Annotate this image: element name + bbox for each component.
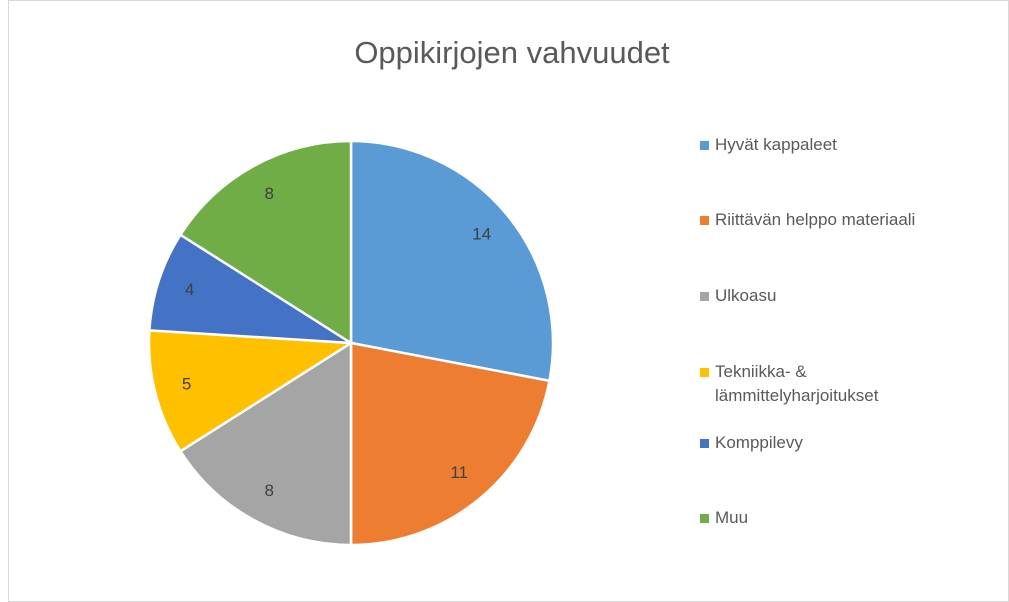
legend-swatch: [700, 439, 709, 448]
pie-slice: [349, 139, 555, 383]
legend-item: Ulkoasu: [700, 284, 1000, 308]
legend-item: Hyvät kappaleet: [700, 133, 1000, 157]
legend-swatch: [700, 368, 709, 377]
legend-item: Komppilevy: [700, 431, 1000, 455]
legend-swatch: [700, 292, 709, 301]
legend-swatch: [700, 514, 709, 523]
data-label: 8: [265, 184, 274, 203]
legend-label: Muu: [715, 508, 749, 527]
legend-label: Ulkoasu: [715, 286, 777, 305]
pie-slice: [349, 341, 551, 547]
legend-label: Komppilevy: [715, 433, 803, 452]
legend-swatch: [700, 216, 709, 225]
data-label: 4: [185, 280, 194, 299]
legend-label: Riittävän helppo materiaali: [715, 210, 916, 229]
chart-title: Oppikirjojen vahvuudet: [354, 35, 670, 70]
legend-item: Muu: [700, 506, 1000, 530]
data-label: 14: [472, 224, 491, 243]
legend-label: Hyvät kappaleet: [715, 135, 837, 154]
data-label: 11: [450, 463, 468, 482]
legend-swatch: [700, 141, 709, 150]
legend-item: Riittävän helppo materiaali: [700, 208, 1000, 232]
pie-slice: [148, 233, 352, 345]
data-label: 5: [182, 375, 191, 394]
data-label: 8: [265, 481, 274, 500]
legend-label: Tekniikka- & lämmittelyharjoitukset: [715, 362, 879, 405]
pie-slice: [178, 340, 353, 547]
pie-slice: [178, 139, 353, 346]
pie-slice: [147, 328, 355, 453]
legend-item: Tekniikka- & lämmittelyharjoitukset: [700, 360, 1000, 408]
